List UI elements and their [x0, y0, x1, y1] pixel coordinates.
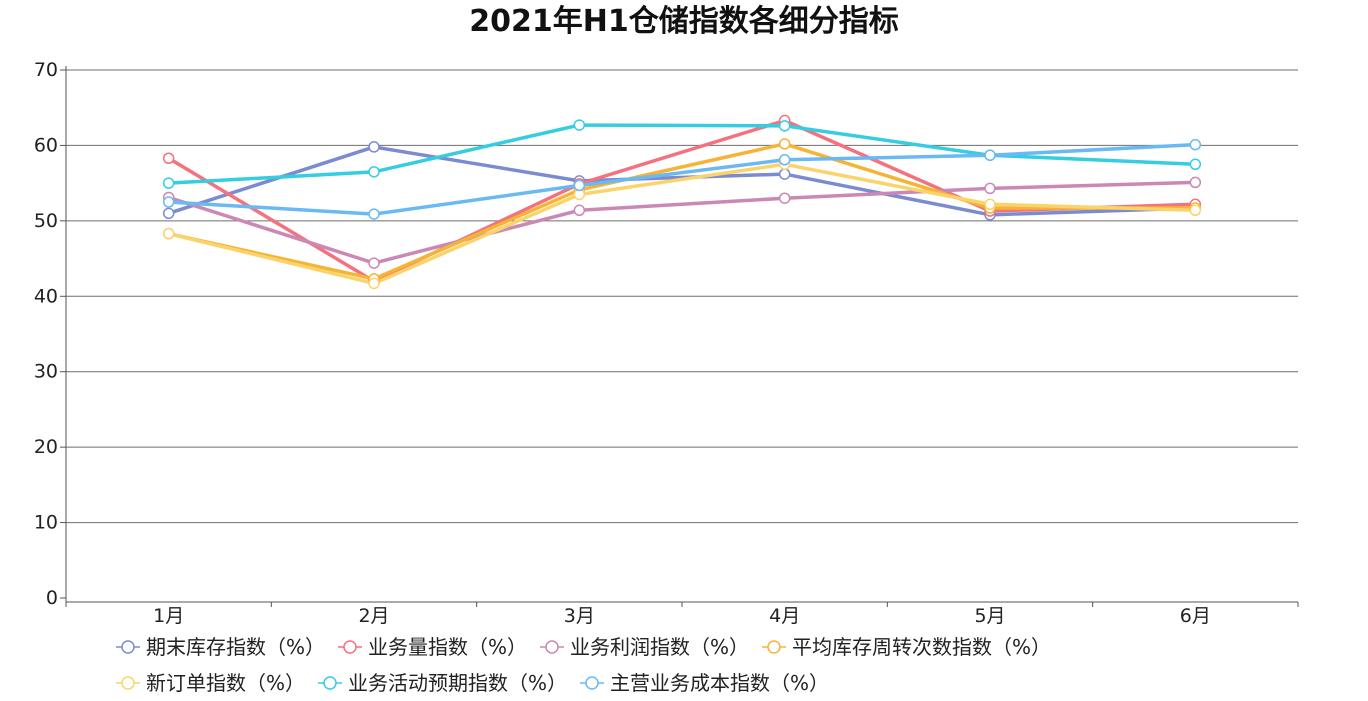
x-tick-label: 4月	[769, 605, 800, 627]
data-point[interactable]	[778, 120, 791, 132]
x-tick-label: 1月	[153, 605, 184, 627]
data-point[interactable]	[778, 154, 791, 166]
series-line	[166, 118, 1198, 283]
series-line	[166, 162, 1198, 286]
y-tick-label: 0	[46, 587, 58, 609]
data-point[interactable]	[162, 152, 175, 165]
y-tick-label: 50	[34, 210, 58, 232]
data-point[interactable]	[368, 208, 380, 220]
data-point[interactable]	[573, 179, 586, 192]
series-line	[166, 123, 1198, 185]
data-point[interactable]	[1189, 138, 1202, 151]
series-line	[166, 180, 1198, 265]
data-point[interactable]	[368, 277, 380, 290]
y-tick-label: 40	[34, 285, 58, 307]
legend-label[interactable]: 期末库存指数（%）	[146, 635, 325, 659]
legend-marker[interactable]	[121, 640, 135, 654]
y-tick-label: 10	[34, 512, 58, 534]
legend-label[interactable]: 业务利润指数（%）	[570, 635, 749, 659]
series-line	[166, 145, 1198, 217]
chart-title: 2021年H1仓储指数各细分指标	[469, 4, 899, 39]
x-tick-label: 2月	[358, 605, 389, 627]
data-point[interactable]	[573, 204, 586, 217]
legend-marker[interactable]	[323, 676, 337, 690]
data-point[interactable]	[984, 198, 996, 211]
data-point[interactable]	[368, 166, 380, 178]
y-tick-label: 60	[34, 134, 58, 156]
legend-label[interactable]: 新订单指数（%）	[146, 671, 305, 695]
legend-label[interactable]: 业务量指数（%）	[368, 635, 527, 659]
y-tick-label: 20	[34, 436, 58, 458]
data-point[interactable]	[368, 257, 380, 269]
data-point[interactable]	[1189, 176, 1202, 189]
legend-label[interactable]: 主营业务成本指数（%）	[610, 671, 829, 695]
data-point[interactable]	[778, 168, 791, 180]
legend-marker[interactable]	[545, 640, 559, 654]
data-point[interactable]	[573, 119, 586, 131]
data-point[interactable]	[778, 138, 791, 150]
series-line	[166, 142, 1198, 216]
x-tick-label: 5月	[974, 605, 1005, 627]
legend-label[interactable]: 平均库存周转次数指数（%）	[792, 635, 1051, 659]
series-line	[166, 142, 1198, 281]
y-tick-label: 30	[34, 361, 58, 383]
data-point[interactable]	[162, 207, 175, 220]
x-tick-label: 3月	[564, 605, 595, 627]
data-point[interactable]	[984, 182, 996, 195]
data-point[interactable]	[1189, 204, 1202, 217]
data-point[interactable]	[778, 192, 791, 204]
legend-label[interactable]: 业务活动预期指数（%）	[348, 671, 567, 695]
legend-marker[interactable]	[343, 640, 357, 654]
legend-marker[interactable]	[767, 640, 781, 654]
data-point[interactable]	[984, 149, 996, 161]
data-point[interactable]	[162, 227, 175, 240]
legend-marker[interactable]	[121, 676, 135, 690]
y-tick-label: 70	[34, 59, 58, 81]
x-tick-label: 6月	[1180, 605, 1211, 627]
data-point[interactable]	[368, 141, 380, 153]
legend-marker[interactable]	[585, 676, 599, 690]
data-point[interactable]	[1189, 158, 1202, 171]
data-point[interactable]	[162, 196, 175, 208]
data-point[interactable]	[162, 177, 175, 189]
